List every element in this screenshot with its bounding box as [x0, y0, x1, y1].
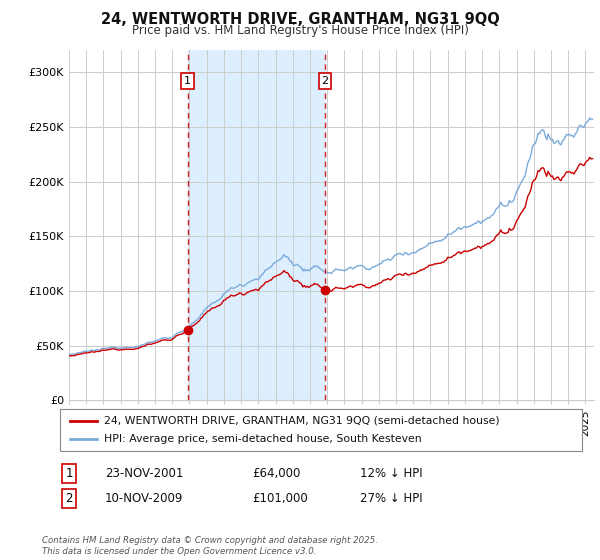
Text: 24, WENTWORTH DRIVE, GRANTHAM, NG31 9QQ (semi-detached house): 24, WENTWORTH DRIVE, GRANTHAM, NG31 9QQ …: [104, 416, 500, 426]
Text: 24, WENTWORTH DRIVE, GRANTHAM, NG31 9QQ: 24, WENTWORTH DRIVE, GRANTHAM, NG31 9QQ: [101, 12, 499, 27]
Text: 23-NOV-2001: 23-NOV-2001: [105, 466, 184, 480]
Text: 2: 2: [65, 492, 73, 505]
Text: Price paid vs. HM Land Registry's House Price Index (HPI): Price paid vs. HM Land Registry's House …: [131, 24, 469, 36]
Text: 1: 1: [184, 76, 191, 86]
Bar: [188, 50, 325, 400]
FancyBboxPatch shape: [60, 409, 582, 451]
Text: 1: 1: [65, 466, 73, 480]
Text: £101,000: £101,000: [252, 492, 308, 505]
Text: 10-NOV-2009: 10-NOV-2009: [105, 492, 184, 505]
Text: HPI: Average price, semi-detached house, South Kesteven: HPI: Average price, semi-detached house,…: [104, 434, 422, 444]
Text: 27% ↓ HPI: 27% ↓ HPI: [360, 492, 422, 505]
Text: £64,000: £64,000: [252, 466, 301, 480]
Text: 12% ↓ HPI: 12% ↓ HPI: [360, 466, 422, 480]
Text: Contains HM Land Registry data © Crown copyright and database right 2025.
This d: Contains HM Land Registry data © Crown c…: [42, 536, 378, 556]
Text: 2: 2: [322, 76, 329, 86]
